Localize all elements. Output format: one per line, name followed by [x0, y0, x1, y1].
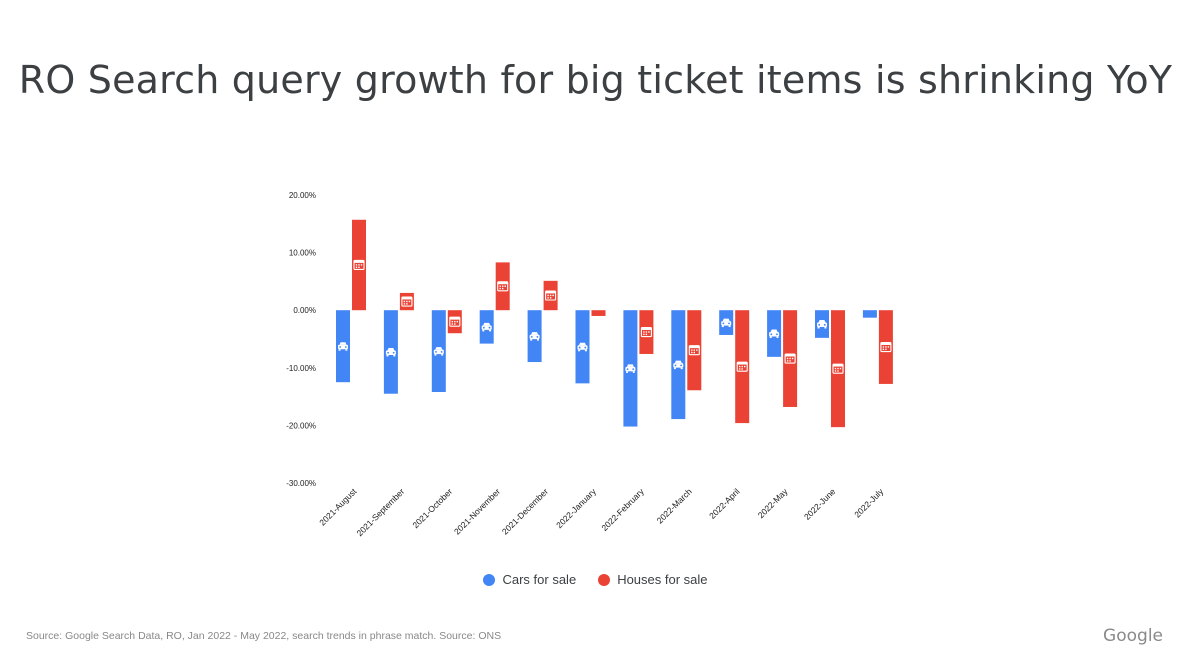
- bar-series: [336, 219, 893, 428]
- house-calendar-icon: [640, 327, 652, 338]
- legend-item-houses[interactable]: Houses for sale: [598, 572, 708, 587]
- house-calendar-icon: [353, 259, 365, 271]
- bar-icons: [338, 259, 892, 374]
- car-icon: [433, 347, 444, 356]
- house-calendar-icon: [736, 361, 748, 372]
- house-calendar-icon: [784, 353, 796, 364]
- legend-label-cars: Cars for sale: [502, 572, 577, 587]
- x-category-label: 2022-April: [707, 486, 742, 521]
- y-tick-label: 10.00%: [289, 249, 316, 258]
- legend-label-houses: Houses for sale: [617, 572, 708, 587]
- google-logo: Google: [1103, 626, 1163, 646]
- y-tick-label: 20.00%: [289, 191, 316, 200]
- car-icon: [817, 320, 827, 329]
- x-category-label: 2021-December: [500, 486, 550, 536]
- x-category-label: 2022-June: [802, 486, 838, 522]
- house-calendar-icon: [545, 290, 557, 301]
- x-category-label: 2021-October: [410, 486, 454, 530]
- x-category-label: 2022-February: [599, 486, 646, 533]
- house-calendar-icon: [832, 363, 844, 374]
- car-icon: [769, 329, 780, 339]
- y-tick-label: -20.00%: [286, 421, 316, 430]
- x-category-label: 2021-September: [354, 486, 406, 538]
- car-icon: [338, 342, 348, 351]
- x-category-label: 2022-March: [655, 486, 694, 525]
- car-icon: [577, 342, 588, 352]
- y-tick-label: -30.00%: [286, 479, 316, 488]
- house-calendar-icon: [401, 296, 413, 307]
- house-calendar-icon: [497, 281, 509, 292]
- car-icon: [625, 364, 636, 373]
- y-axis-ticks: 20.00% 10.00% 0.00% -10.00% -20.00% -30.00%: [286, 191, 316, 488]
- bar-houses-for-sale[interactable]: [591, 310, 606, 316]
- legend-item-cars[interactable]: Cars for sale: [483, 572, 576, 587]
- legend-dot-houses: [598, 573, 611, 586]
- house-calendar-icon: [688, 345, 700, 356]
- x-category-label: 2022-May: [756, 486, 790, 520]
- chart-legend: Cars for sale Houses for sale: [0, 572, 1191, 587]
- x-category-label: 2021-November: [452, 486, 502, 536]
- y-tick-label: 0.00%: [293, 306, 316, 315]
- source-note: Source: Google Search Data, RO, Jan 2022…: [26, 630, 502, 642]
- house-calendar-icon: [449, 316, 461, 327]
- car-icon: [481, 322, 492, 332]
- car-icon: [721, 318, 732, 328]
- car-icon: [529, 332, 540, 341]
- x-category-label: 2022-July: [852, 486, 886, 520]
- legend-dot-cars: [483, 573, 496, 586]
- slide-title: RO Search query growth for big ticket it…: [18, 58, 1173, 102]
- x-category-label: 2021-August: [317, 486, 359, 528]
- y-tick-label: -10.00%: [286, 364, 316, 373]
- bar-cars-for-sale[interactable]: [862, 310, 877, 318]
- house-calendar-icon: [880, 342, 892, 353]
- car-icon: [385, 347, 396, 357]
- car-icon: [673, 360, 684, 370]
- x-category-label: 2022-January: [554, 486, 598, 530]
